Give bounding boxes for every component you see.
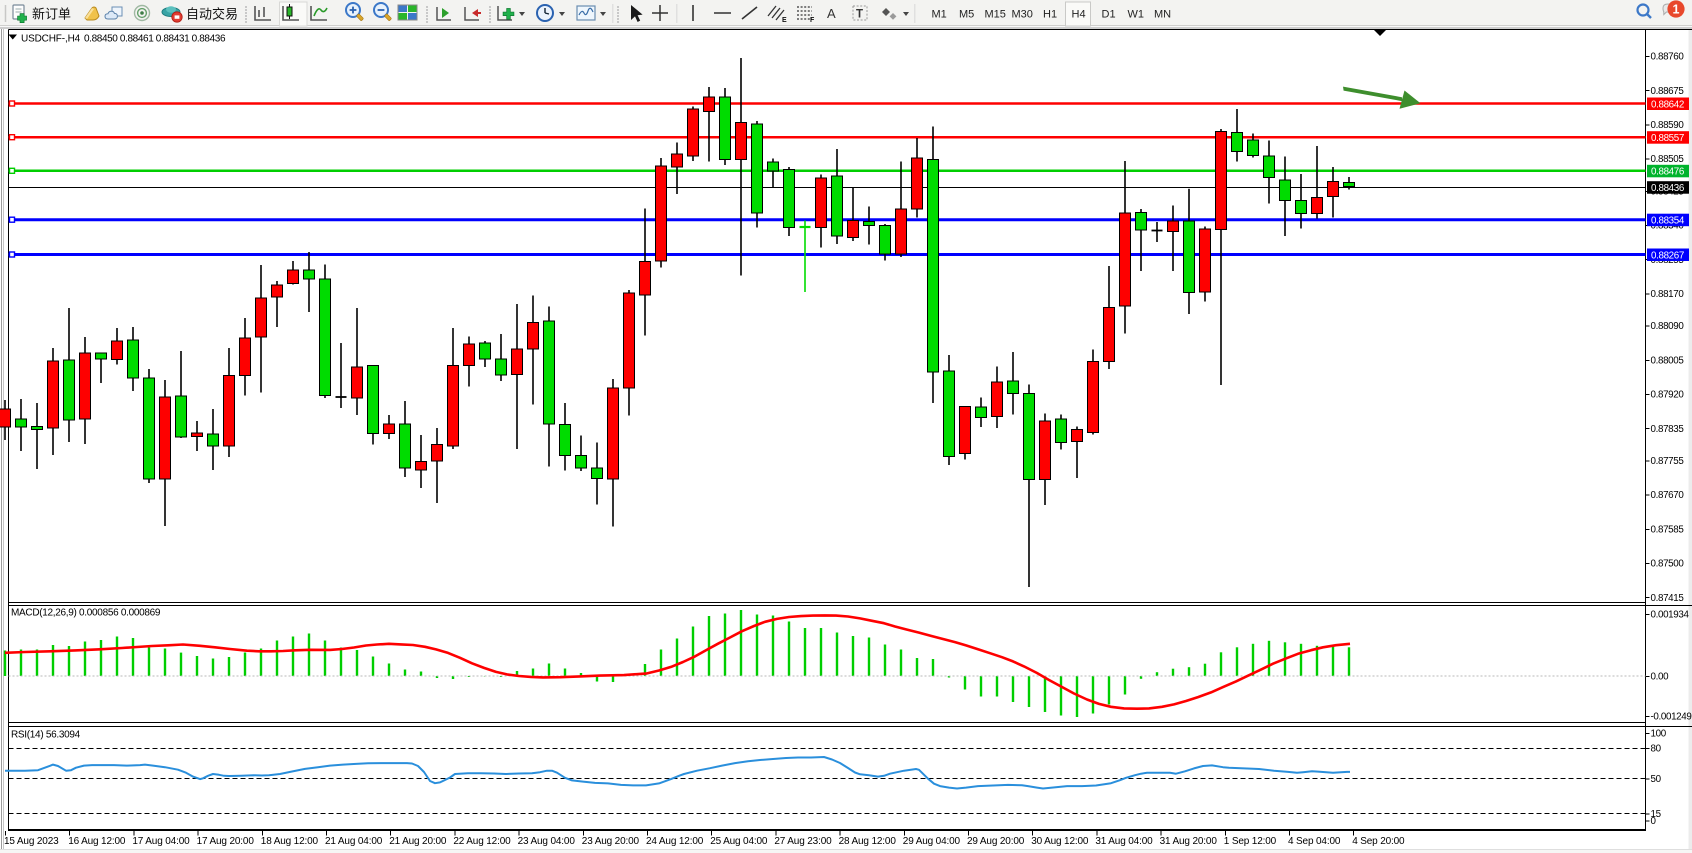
svg-text:15 Aug 2023: 15 Aug 2023	[4, 836, 59, 847]
svg-text:0.87920: 0.87920	[1651, 390, 1685, 401]
svg-text:M5: M5	[959, 9, 974, 21]
svg-text:23 Aug 04:00: 23 Aug 04:00	[518, 836, 576, 847]
svg-text:0.87670: 0.87670	[1651, 490, 1685, 501]
svg-text:0.87835: 0.87835	[1651, 424, 1685, 435]
svg-text:MN: MN	[1154, 9, 1171, 21]
svg-text:21 Aug 04:00: 21 Aug 04:00	[325, 836, 383, 847]
svg-text:0: 0	[1651, 816, 1657, 827]
svg-text:0.87500: 0.87500	[1651, 559, 1685, 570]
svg-text:H4: H4	[1072, 9, 1086, 21]
svg-text:RSI(14) 56.3094: RSI(14) 56.3094	[11, 730, 81, 741]
svg-text:0.001934: 0.001934	[1651, 610, 1690, 621]
svg-text:0.88590: 0.88590	[1651, 120, 1685, 131]
svg-text:0.88090: 0.88090	[1651, 321, 1685, 332]
svg-text:0.87755: 0.87755	[1651, 456, 1685, 467]
svg-text:MACD(12,26,9) 0.000856 0.00086: MACD(12,26,9) 0.000856 0.000869	[11, 608, 161, 619]
svg-text:100: 100	[1651, 728, 1667, 739]
svg-text:0.88450 0.88461 0.88431 0.8843: 0.88450 0.88461 0.88431 0.88436	[84, 34, 226, 45]
svg-text:0.88005: 0.88005	[1651, 355, 1685, 366]
svg-text:24 Aug 12:00: 24 Aug 12:00	[646, 836, 704, 847]
svg-text:-0.001249: -0.001249	[1651, 712, 1692, 723]
svg-text:25 Aug 04:00: 25 Aug 04:00	[710, 836, 768, 847]
svg-text:0.88267: 0.88267	[1651, 250, 1684, 261]
svg-text:0.87415: 0.87415	[1651, 593, 1685, 604]
svg-text:17 Aug 04:00: 17 Aug 04:00	[132, 836, 190, 847]
svg-text:1: 1	[1673, 3, 1680, 17]
svg-text:29 Aug 20:00: 29 Aug 20:00	[967, 836, 1025, 847]
svg-text:0.88170: 0.88170	[1651, 289, 1685, 300]
svg-text:0.88476: 0.88476	[1651, 167, 1685, 178]
svg-text:0.88505: 0.88505	[1651, 154, 1685, 165]
svg-text:4 Sep 20:00: 4 Sep 20:00	[1352, 836, 1405, 847]
svg-text:新订单: 新订单	[32, 7, 71, 22]
svg-text:21 Aug 20:00: 21 Aug 20:00	[389, 836, 447, 847]
svg-text:M30: M30	[1012, 9, 1033, 21]
svg-text:0.88760: 0.88760	[1651, 52, 1685, 63]
svg-text:M15: M15	[985, 9, 1006, 21]
svg-text:F: F	[810, 17, 815, 24]
svg-text:18 Aug 12:00: 18 Aug 12:00	[261, 836, 319, 847]
svg-text:4 Sep 04:00: 4 Sep 04:00	[1288, 836, 1341, 847]
svg-text:自动交易: 自动交易	[186, 7, 238, 22]
svg-text:0.88436: 0.88436	[1651, 183, 1685, 194]
svg-text:80: 80	[1651, 743, 1662, 754]
svg-text:W1: W1	[1128, 9, 1145, 21]
svg-text:50: 50	[1651, 774, 1662, 785]
svg-text:0.88557: 0.88557	[1651, 133, 1684, 144]
svg-text:30 Aug 12:00: 30 Aug 12:00	[1031, 836, 1089, 847]
svg-text:0.00: 0.00	[1651, 672, 1670, 683]
svg-text:D1: D1	[1102, 9, 1116, 21]
svg-text:E: E	[782, 17, 787, 24]
svg-text:22 Aug 12:00: 22 Aug 12:00	[453, 836, 511, 847]
svg-text:USDCHF-,H4: USDCHF-,H4	[21, 34, 81, 45]
svg-text:31 Aug 04:00: 31 Aug 04:00	[1095, 836, 1153, 847]
svg-text:28 Aug 12:00: 28 Aug 12:00	[839, 836, 897, 847]
svg-text:1 Sep 12:00: 1 Sep 12:00	[1224, 836, 1277, 847]
svg-text:31 Aug 20:00: 31 Aug 20:00	[1160, 836, 1218, 847]
svg-text:0.87585: 0.87585	[1651, 524, 1685, 535]
svg-text:T: T	[856, 9, 863, 21]
svg-text:0.88354: 0.88354	[1651, 216, 1685, 227]
svg-text:0.88642: 0.88642	[1651, 99, 1684, 110]
svg-text:16 Aug 12:00: 16 Aug 12:00	[68, 836, 126, 847]
svg-text:15: 15	[1651, 809, 1662, 820]
svg-text:0.88675: 0.88675	[1651, 86, 1685, 97]
svg-text:H1: H1	[1043, 9, 1057, 21]
svg-text:A: A	[827, 6, 836, 21]
svg-text:27 Aug 23:00: 27 Aug 23:00	[774, 836, 832, 847]
svg-text:29 Aug 04:00: 29 Aug 04:00	[903, 836, 961, 847]
svg-text:17 Aug 20:00: 17 Aug 20:00	[197, 836, 255, 847]
svg-text:M1: M1	[932, 9, 947, 21]
svg-text:23 Aug 20:00: 23 Aug 20:00	[582, 836, 640, 847]
